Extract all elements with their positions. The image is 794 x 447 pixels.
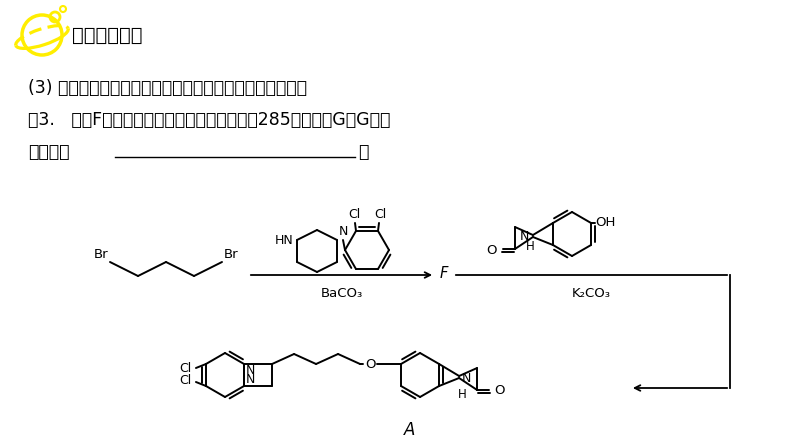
Text: (3) 根据已知物质的结构简式和未知物的相对分子质量判断: (3) 根据已知物质的结构简式和未知物的相对分子质量判断: [28, 79, 307, 97]
Text: Br: Br: [224, 248, 239, 261]
Text: N: N: [519, 231, 529, 244]
Text: A: A: [404, 421, 416, 439]
Text: 。: 。: [358, 143, 368, 161]
Text: H: H: [526, 240, 534, 253]
Text: O: O: [364, 358, 376, 371]
Text: 例3.   合成F时还可能生成一种相对分子质量为285的副产物G，G的结: 例3. 合成F时还可能生成一种相对分子质量为285的副产物G，G的结: [28, 111, 391, 129]
Text: Cl: Cl: [348, 208, 360, 221]
Text: Cl: Cl: [374, 208, 386, 221]
Text: OH: OH: [595, 216, 615, 229]
Text: N: N: [462, 371, 472, 384]
Text: H: H: [457, 388, 467, 401]
Text: O: O: [487, 244, 497, 257]
Text: N: N: [339, 225, 349, 238]
Text: BaCO₃: BaCO₃: [320, 287, 363, 300]
Text: 方法技巧总结: 方法技巧总结: [72, 25, 142, 45]
Text: N: N: [246, 373, 256, 386]
Text: K₂CO₃: K₂CO₃: [572, 287, 611, 300]
Text: N: N: [246, 364, 256, 377]
Text: Cl: Cl: [179, 363, 192, 375]
Text: HN: HN: [274, 233, 293, 246]
Text: F: F: [440, 266, 449, 282]
Text: O: O: [494, 384, 505, 397]
Text: Cl: Cl: [179, 375, 192, 388]
Text: 构简式为: 构简式为: [28, 143, 70, 161]
Text: Br: Br: [94, 248, 108, 261]
